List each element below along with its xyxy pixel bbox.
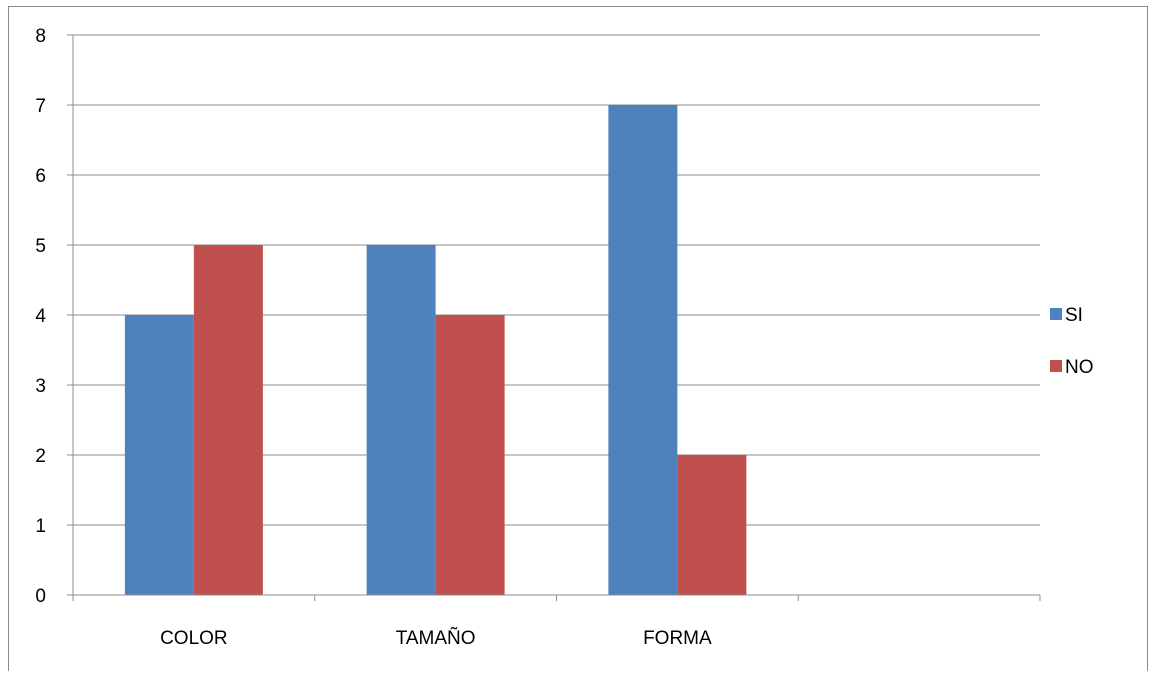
chart-frame: [8, 6, 1148, 671]
bar-si-color: [124, 315, 194, 595]
x-tick-label: FORMA: [643, 628, 712, 649]
legend-swatch-si: [1050, 308, 1062, 320]
legend-label-si: SI: [1065, 305, 1083, 326]
axes: [67, 34, 1041, 601]
x-tick-label: COLOR: [160, 628, 228, 649]
bars: [124, 105, 747, 595]
bar-si-forma: [608, 105, 678, 595]
y-tick-label: 4: [35, 306, 46, 327]
legend-swatch-no: [1050, 360, 1062, 372]
y-tick-label: 7: [35, 96, 46, 117]
y-tick-label: 6: [35, 166, 46, 187]
y-tick-label: 3: [35, 376, 46, 397]
legend-label-no: NO: [1065, 357, 1094, 378]
y-tick-label: 5: [35, 236, 46, 257]
bar-no-tamaño: [435, 315, 505, 595]
x-tick-label: TAMAÑO: [396, 627, 476, 649]
y-tick-label: 1: [35, 516, 46, 537]
bar-si-tamaño: [366, 245, 436, 595]
bar-no-color: [193, 245, 263, 595]
x-tick-labels: COLOR TAMAÑO FORMA: [160, 627, 712, 649]
legend: SI NO: [1050, 305, 1094, 378]
y-tick-labels: 0 1 2 3 4 5 6 7 8: [35, 26, 46, 607]
bar-no-forma: [677, 455, 747, 595]
y-tick-label: 2: [35, 446, 46, 467]
y-tick-label: 0: [35, 586, 46, 607]
y-tick-label: 8: [35, 26, 46, 47]
